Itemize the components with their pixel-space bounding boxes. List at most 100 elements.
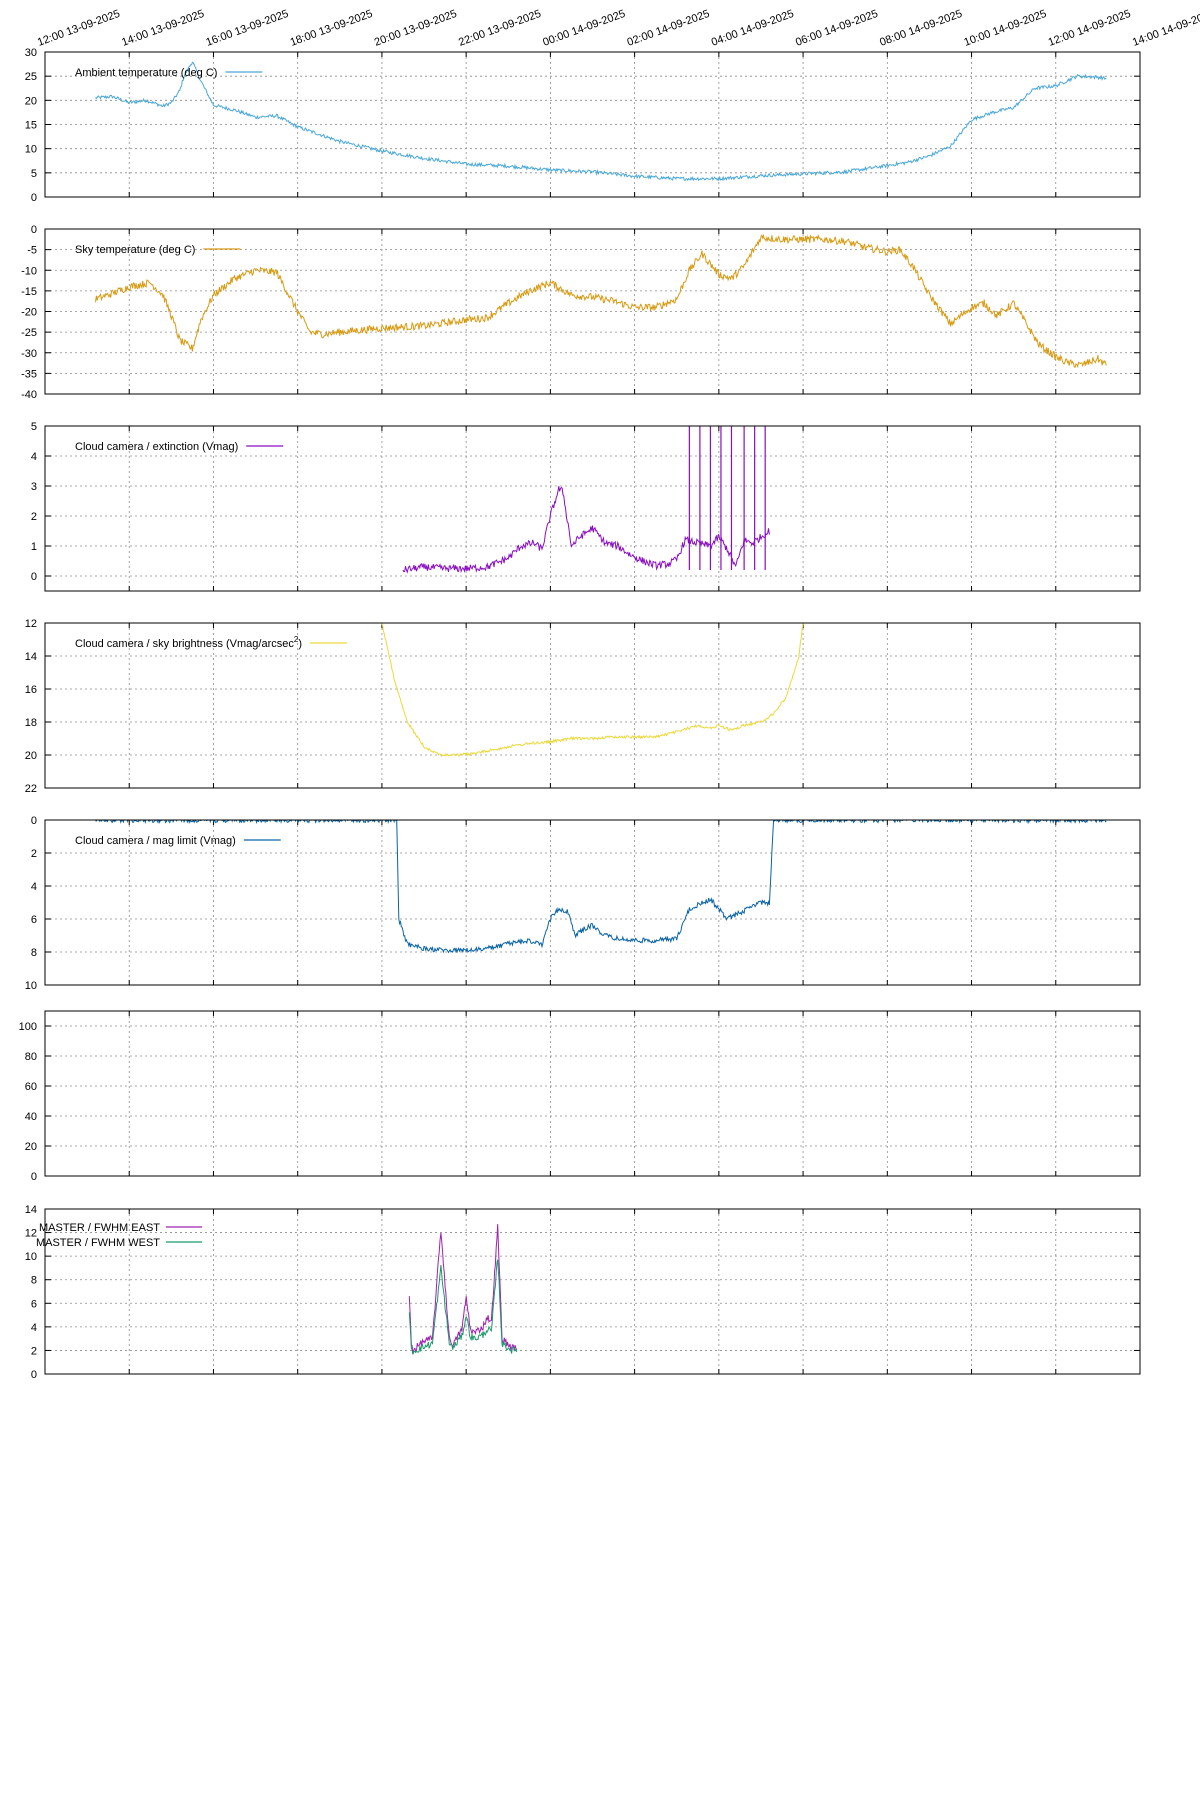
- y-tick-label: 2: [31, 1345, 37, 1357]
- y-tick-label: 10: [25, 144, 37, 156]
- panel-frame: [44, 1208, 1141, 1375]
- legend-label: Cloud camera / sky brightness (Vmag/arcs…: [75, 635, 302, 650]
- x-tick-label: 22:00 13-09-2025: [457, 8, 543, 49]
- y-tick-label: 30: [25, 47, 37, 59]
- panel-frame: [44, 425, 1141, 592]
- legend-label: MASTER / FWHM EAST: [39, 1222, 160, 1234]
- y-tick-label: 14: [25, 1204, 37, 1216]
- series-group: [402, 426, 770, 574]
- series-group: [381, 623, 804, 758]
- y-tick-label: 100: [19, 1021, 37, 1033]
- panel-frame: [44, 51, 1141, 198]
- y-tick-label: 8: [31, 1275, 37, 1287]
- y-tick-label: -5: [27, 245, 37, 257]
- y-tick-label: 18: [25, 717, 37, 729]
- panel-brightness: 12 14 16 18 20 22 Cloud camera / sky brightnes…: [25, 618, 1141, 795]
- y-tick-label: 10: [25, 980, 37, 992]
- x-tick-label: 04:00 14-09-2025: [710, 8, 796, 49]
- series-group: [408, 1224, 518, 1355]
- panel-fwhm: 0 2 4 6 8 10 12 14: [25, 1204, 1141, 1381]
- legend-label: Sky temperature (deg C): [75, 244, 195, 256]
- y-tick-label: 14: [25, 651, 37, 663]
- panel-frame: [44, 1010, 1141, 1177]
- x-tick-label: 14:00 14-09-2025: [1131, 8, 1200, 49]
- y-tick-label: 20: [25, 1141, 37, 1153]
- y-tick-label: 0: [31, 224, 37, 236]
- y-tick-label: 4: [31, 881, 37, 893]
- y-tick-label: 22: [25, 783, 37, 795]
- panel-frame: [44, 228, 1141, 395]
- series-line-fwhm-1: [408, 1259, 518, 1355]
- y-tick-label: 10: [25, 1251, 37, 1263]
- y-tick-label: 0: [31, 1171, 37, 1183]
- y-tick-label: 80: [25, 1051, 37, 1063]
- y-tick-label: 5: [31, 168, 37, 180]
- y-tick-label: 4: [31, 1322, 37, 1334]
- legend-label: Cloud camera / extinction (Vmag): [75, 441, 238, 453]
- y-tick-label: 0: [31, 1369, 37, 1381]
- y-tick-label: -40: [21, 389, 37, 401]
- y-tick-label: 20: [25, 750, 37, 762]
- y-tick-label: 0: [31, 571, 37, 583]
- x-tick-label: 14:00 13-09-2025: [120, 8, 206, 49]
- panel-empty: 0 20 40 60 80 100: [19, 1010, 1141, 1183]
- x-tick-label: 12:00 14-09-2025: [1047, 8, 1133, 49]
- y-tick-label: -35: [21, 368, 37, 380]
- x-tick-label: 06:00 14-09-2025: [794, 8, 880, 49]
- legend-label: Ambient temperature (deg C): [75, 67, 217, 79]
- y-tick-label: 16: [25, 684, 37, 696]
- x-tick-label: 20:00 13-09-2025: [373, 8, 459, 49]
- y-tick-label: 15: [25, 120, 37, 132]
- series-line-brightness: [381, 623, 804, 758]
- y-tick-label: 25: [25, 71, 37, 83]
- y-tick-label: 0: [31, 815, 37, 827]
- x-tick-label: 16:00 13-09-2025: [204, 8, 290, 49]
- x-tick-label: 02:00 14-09-2025: [626, 8, 712, 49]
- series-group: [95, 820, 1107, 954]
- y-tick-label: 2: [31, 511, 37, 523]
- y-tick-label: 40: [25, 1111, 37, 1123]
- x-tick-label: 10:00 14-09-2025: [962, 8, 1048, 49]
- x-tick-label: 08:00 14-09-2025: [878, 8, 964, 49]
- series-line-sky: [95, 233, 1107, 369]
- panel-frame: [44, 622, 1141, 789]
- fwhm-legend: MASTER / FWHM EAST MASTER / FWHM WEST: [36, 1222, 202, 1249]
- y-tick-label: 12: [25, 1228, 37, 1240]
- y-tick-label: -10: [21, 265, 37, 277]
- y-tick-label: 4: [31, 451, 37, 463]
- y-tick-label: -20: [21, 307, 37, 319]
- y-tick-label: -15: [21, 286, 37, 298]
- series-group: [95, 61, 1107, 182]
- y-tick-label: -25: [21, 327, 37, 339]
- x-tick-label: 00:00 14-09-2025: [541, 8, 627, 49]
- y-tick-label: 5: [31, 421, 37, 433]
- legend-label: Cloud camera / mag limit (Vmag): [75, 835, 236, 847]
- y-tick-label: -30: [21, 348, 37, 360]
- panel-sky: -40 -35 -30 -25 -20 -15 -10 -5 0 Sky temperature …: [21, 224, 1141, 401]
- series-line-maglimit: [95, 820, 1107, 954]
- y-tick-label: 1: [31, 541, 37, 553]
- y-tick-label: 12: [25, 618, 37, 630]
- legend-label: MASTER / FWHM WEST: [36, 1237, 160, 1249]
- panel-frame: [44, 819, 1141, 986]
- y-tick-label: 60: [25, 1081, 37, 1093]
- series-line-ambient: [95, 61, 1107, 182]
- y-tick-label: 8: [31, 947, 37, 959]
- series-line-fwhm-0: [408, 1224, 518, 1354]
- y-tick-label: 2: [31, 848, 37, 860]
- x-tick-label: 18:00 13-09-2025: [289, 8, 375, 49]
- panel-ambient: 0 5 10 15 20 25 30 Ambient temperature (deg C): [25, 47, 1141, 204]
- series-group: [95, 233, 1107, 369]
- x-tick-label: 12:00 13-09-2025: [36, 8, 122, 49]
- y-tick-label: 20: [25, 95, 37, 107]
- y-tick-label: 3: [31, 481, 37, 493]
- panel-maglimit: 0 2 4 6 8 10 Cloud camera / mag limit (Vmag): [25, 815, 1141, 992]
- y-tick-label: 6: [31, 1298, 37, 1310]
- panel-extinction: 0 1 2 3 4 5 Cloud camera / extinction (Vmag): [31, 421, 1141, 592]
- y-tick-label: 0: [31, 192, 37, 204]
- y-tick-label: 6: [31, 914, 37, 926]
- series-line-extinction: [402, 486, 770, 574]
